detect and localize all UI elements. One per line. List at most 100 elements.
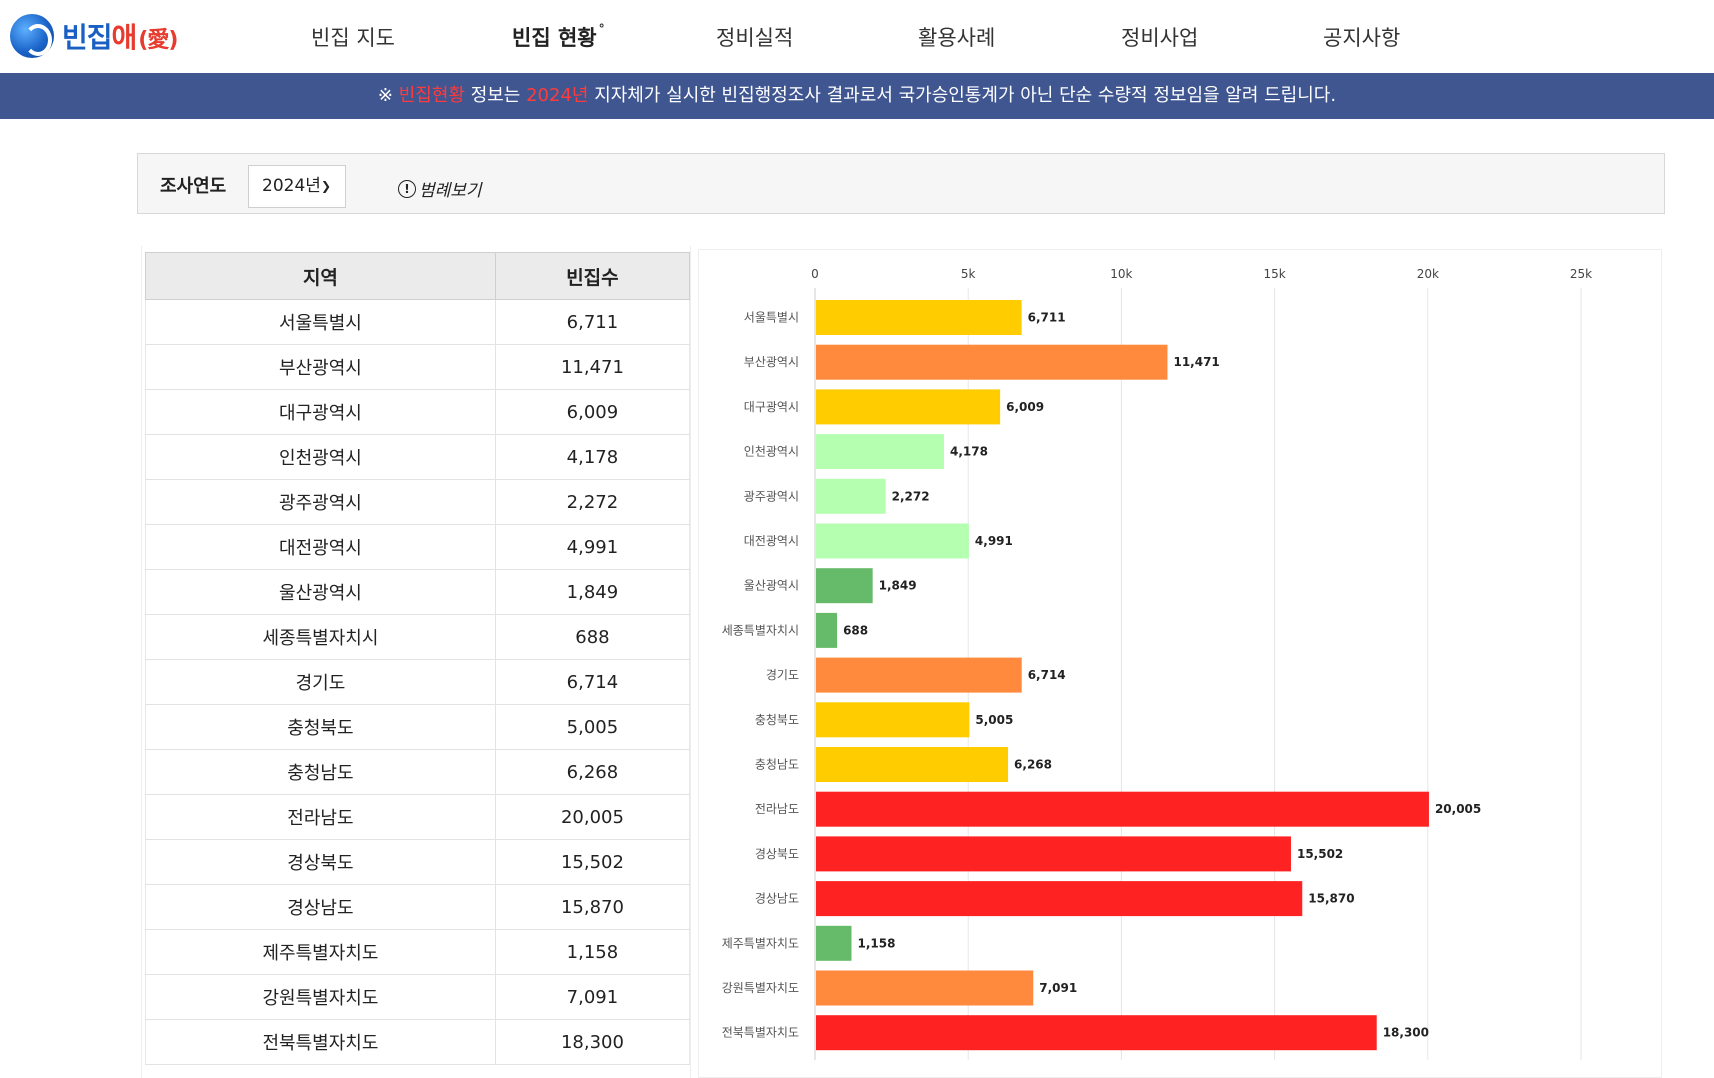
- x-tick-label: 0: [811, 267, 819, 281]
- nav-item-notices[interactable]: 공지사항: [1323, 22, 1400, 52]
- nav-item-cases[interactable]: 활용사례: [918, 22, 995, 52]
- survey-year-select[interactable]: 2024년 ❯: [248, 165, 346, 208]
- legend-view-link[interactable]: ! 범례보기: [398, 176, 482, 201]
- table-row: 부산광역시 11,471: [145, 344, 691, 390]
- count-cell: 6,009: [494, 389, 691, 435]
- notice-prefix: ※: [377, 85, 399, 106]
- chart-bar[interactable]: [816, 702, 970, 738]
- chart-bar[interactable]: [816, 836, 1291, 872]
- nav-item-label: 공지사항: [1323, 26, 1401, 50]
- region-cell: 강원특별자치도: [145, 974, 496, 1020]
- count-cell: 15,502: [494, 839, 691, 885]
- notice-highlight-year: 2024년: [526, 85, 589, 106]
- count-cell: 5,005: [494, 704, 691, 750]
- chart-bar[interactable]: [816, 478, 886, 514]
- count-cell: 688: [494, 614, 691, 660]
- site-header: 빈집애(愛) 빈집 지도 빈집 현황 ° 정비실적 활용사례 정비사업 공지사항: [0, 0, 1714, 73]
- y-category-label: 경기도: [766, 668, 799, 682]
- table-row: 전북특별자치도 18,300: [145, 1019, 691, 1065]
- notice-banner: ※ 빈집현황 정보는 2024년 지자체가 실시한 빈집행정조사 결과로서 국가…: [0, 73, 1714, 119]
- region-cell: 충청북도: [145, 704, 496, 750]
- chart-bar[interactable]: [816, 747, 1009, 782]
- table-row: 경상남도 15,870: [145, 884, 691, 930]
- bar-value-label: 6,268: [1014, 758, 1052, 772]
- region-cell: 대전광역시: [145, 524, 496, 570]
- bar-value-label: 15,870: [1308, 892, 1354, 906]
- count-cell: 4,991: [494, 524, 691, 570]
- region-cell: 울산광역시: [145, 569, 496, 615]
- nav-item-label: 활용사례: [918, 26, 996, 50]
- column-header-count[interactable]: 빈집수: [494, 252, 691, 300]
- bar-value-label: 6,714: [1028, 668, 1066, 682]
- chevron-down-icon: ❯: [320, 179, 331, 193]
- notice-highlight-status: 빈집현황: [398, 85, 465, 106]
- legend-view-label: 범례보기: [419, 181, 482, 201]
- chart-bar[interactable]: [816, 925, 852, 961]
- x-tick-label: 15k: [1263, 267, 1285, 281]
- bar-value-label: 15,502: [1297, 847, 1343, 861]
- count-cell: 7,091: [494, 974, 691, 1020]
- count-cell: 6,711: [494, 299, 691, 345]
- chart-bar[interactable]: [816, 612, 838, 648]
- notice-text-rest: 지자체가 실시한 빈집행정조사 결과로서 국가승인통계가 아닌 단순 수량적 정…: [588, 85, 1337, 106]
- logo-text-paren: (愛): [138, 28, 178, 53]
- table-row: 세종특별자치시 688: [145, 614, 691, 660]
- region-cell: 세종특별자치시: [145, 614, 496, 660]
- nav-item-status[interactable]: 빈집 현황 °: [512, 22, 605, 52]
- nav-item-projects[interactable]: 정비사업: [1121, 22, 1198, 52]
- y-category-label: 인천광역시: [744, 444, 799, 459]
- table-row: 경기도 6,714: [145, 659, 691, 705]
- nav-item-label: 정비사업: [1121, 26, 1199, 50]
- logo-text-main: 빈집: [62, 21, 113, 54]
- count-cell: 15,870: [494, 884, 691, 930]
- region-cell: 광주광역시: [145, 479, 496, 525]
- bar-chart-svg: 0 5k 10k 15k 20k 25k 서울특별시 6,711 부산광역시 11,471 대구광역…: [722, 267, 1592, 1060]
- chart-bar[interactable]: [816, 568, 873, 604]
- bar-value-label: 20,005: [1435, 802, 1481, 816]
- bar-value-label: 2,272: [892, 489, 930, 503]
- nav-active-mark: °: [598, 22, 605, 36]
- nav-item-map[interactable]: 빈집 지도: [311, 22, 395, 52]
- chart-bar[interactable]: [816, 523, 969, 559]
- table-row: 광주광역시 2,272: [145, 479, 691, 525]
- bar-value-label: 5,005: [975, 713, 1013, 727]
- nav-item-performance[interactable]: 정비실적: [716, 22, 793, 52]
- nav-item-label: 빈집 현황: [512, 26, 597, 50]
- region-cell: 전북특별자치도: [145, 1019, 496, 1065]
- count-cell: 18,300: [494, 1019, 691, 1065]
- chart-bar[interactable]: [816, 1015, 1377, 1051]
- chart-bar[interactable]: [816, 300, 1022, 335]
- chart-bar[interactable]: [816, 970, 1034, 1006]
- chart-bar[interactable]: [816, 881, 1303, 917]
- bar-value-label: 4,991: [975, 534, 1013, 548]
- survey-year-value: 2024년: [262, 176, 321, 196]
- chart-bar[interactable]: [816, 434, 945, 470]
- y-category-label: 경상남도: [755, 892, 799, 906]
- region-cell: 경상북도: [145, 839, 496, 885]
- region-cell: 인천광역시: [145, 434, 496, 480]
- logo-emblem-icon: [10, 14, 54, 58]
- table-row: 충청북도 5,005: [145, 704, 691, 750]
- bar-value-label: 6,009: [1006, 400, 1044, 414]
- region-table: 지역 빈집수 서울특별시 6,711 부산광역시 11,471 대구광역시 6,009 인천…: [145, 252, 691, 1065]
- region-cell: 제주특별자치도: [145, 929, 496, 975]
- x-tick-label: 5k: [961, 267, 976, 281]
- chart-bar[interactable]: [816, 791, 1429, 827]
- table-row: 대전광역시 4,991: [145, 524, 691, 570]
- chart-bar[interactable]: [816, 657, 1022, 693]
- y-category-label: 충청북도: [755, 713, 799, 727]
- site-logo[interactable]: 빈집애(愛): [10, 12, 178, 60]
- y-category-label: 대전광역시: [744, 534, 799, 548]
- column-header-region[interactable]: 지역: [145, 252, 496, 300]
- table-row: 제주특별자치도 1,158: [145, 929, 691, 975]
- y-category-label: 대구광역시: [744, 400, 799, 414]
- nav-item-label: 정비실적: [716, 26, 794, 50]
- chart-bar[interactable]: [816, 344, 1168, 380]
- survey-year-label: 조사연도: [160, 176, 227, 197]
- count-cell: 6,714: [494, 659, 691, 705]
- x-tick-label: 10k: [1110, 267, 1132, 281]
- bar-value-label: 7,091: [1039, 981, 1077, 995]
- chart-bar[interactable]: [816, 389, 1001, 425]
- table-row: 충청남도 6,268: [145, 749, 691, 795]
- count-cell: 20,005: [494, 794, 691, 840]
